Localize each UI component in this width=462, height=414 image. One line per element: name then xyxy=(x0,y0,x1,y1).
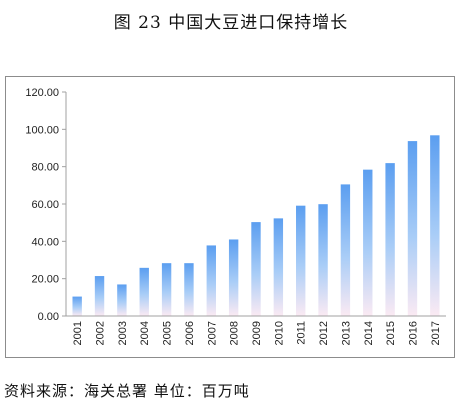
bar-2001 xyxy=(72,296,82,316)
x-tick-label: 2017 xyxy=(430,321,442,345)
bar-2009 xyxy=(251,222,261,316)
bar-2003 xyxy=(117,284,127,316)
bar-chart: 0.00 20.00 40.00 60.00 80.00 100.00 120.00 200… xyxy=(25,87,446,345)
bar-2011 xyxy=(296,205,306,316)
bar-2016 xyxy=(407,141,418,316)
bar-2005 xyxy=(161,263,172,316)
y-tick-label: 120.00 xyxy=(25,87,59,99)
y-tick-label: 20.00 xyxy=(31,274,59,286)
x-tick-label: 2012 xyxy=(318,321,330,345)
x-tick-label: 2003 xyxy=(117,321,129,345)
x-tick-label: 2008 xyxy=(229,321,241,345)
x-tick-label: 2016 xyxy=(407,321,419,345)
chart-frame: 0.00 20.00 40.00 60.00 80.00 100.00 120.00 200… xyxy=(5,76,455,358)
bar-2002 xyxy=(94,276,105,316)
y-tick-label: 80.00 xyxy=(31,162,59,174)
bar-2012 xyxy=(318,204,328,316)
x-tick-label: 2006 xyxy=(184,321,196,345)
bar-2004 xyxy=(139,267,149,316)
bar-2017 xyxy=(430,135,440,316)
bar-2010 xyxy=(273,218,284,316)
x-tick-label: 2010 xyxy=(273,321,285,345)
source-note: 资料来源：海关总署 单位：百万吨 xyxy=(4,382,250,400)
x-tick-label: 2014 xyxy=(363,321,375,345)
x-tick-label: 2001 xyxy=(72,321,84,345)
y-tick-label: 40.00 xyxy=(31,236,59,248)
x-tick-label: 2004 xyxy=(139,321,151,345)
figure-title: 图 23 中国大豆进口保持增长 xyxy=(113,13,349,33)
bar-2014 xyxy=(363,169,373,316)
bar-2015 xyxy=(385,163,395,316)
x-tick-label: 2007 xyxy=(206,321,218,345)
y-tick-label: 0.00 xyxy=(38,311,59,323)
x-tick-label: 2005 xyxy=(162,321,174,345)
bar-2013 xyxy=(340,184,351,316)
x-tick-label: 2015 xyxy=(385,321,397,345)
bar-2008 xyxy=(228,239,239,316)
y-tick-label: 60.00 xyxy=(31,199,59,211)
bar-2007 xyxy=(206,245,216,316)
bar-2006 xyxy=(184,263,194,316)
x-tick-label: 2002 xyxy=(95,321,107,345)
y-axis: 0.00 20.00 40.00 60.00 80.00 100.00 120.00 xyxy=(25,87,67,323)
y-tick-label: 100.00 xyxy=(25,124,59,136)
x-axis: 2001 2002 2003 2004 2005 2006 2007 2008 2009 2010… xyxy=(66,315,446,345)
bars-group xyxy=(72,135,440,316)
x-tick-label: 2013 xyxy=(340,321,352,345)
x-tick-label: 2009 xyxy=(251,321,263,345)
x-tick-label: 2011 xyxy=(296,321,308,345)
